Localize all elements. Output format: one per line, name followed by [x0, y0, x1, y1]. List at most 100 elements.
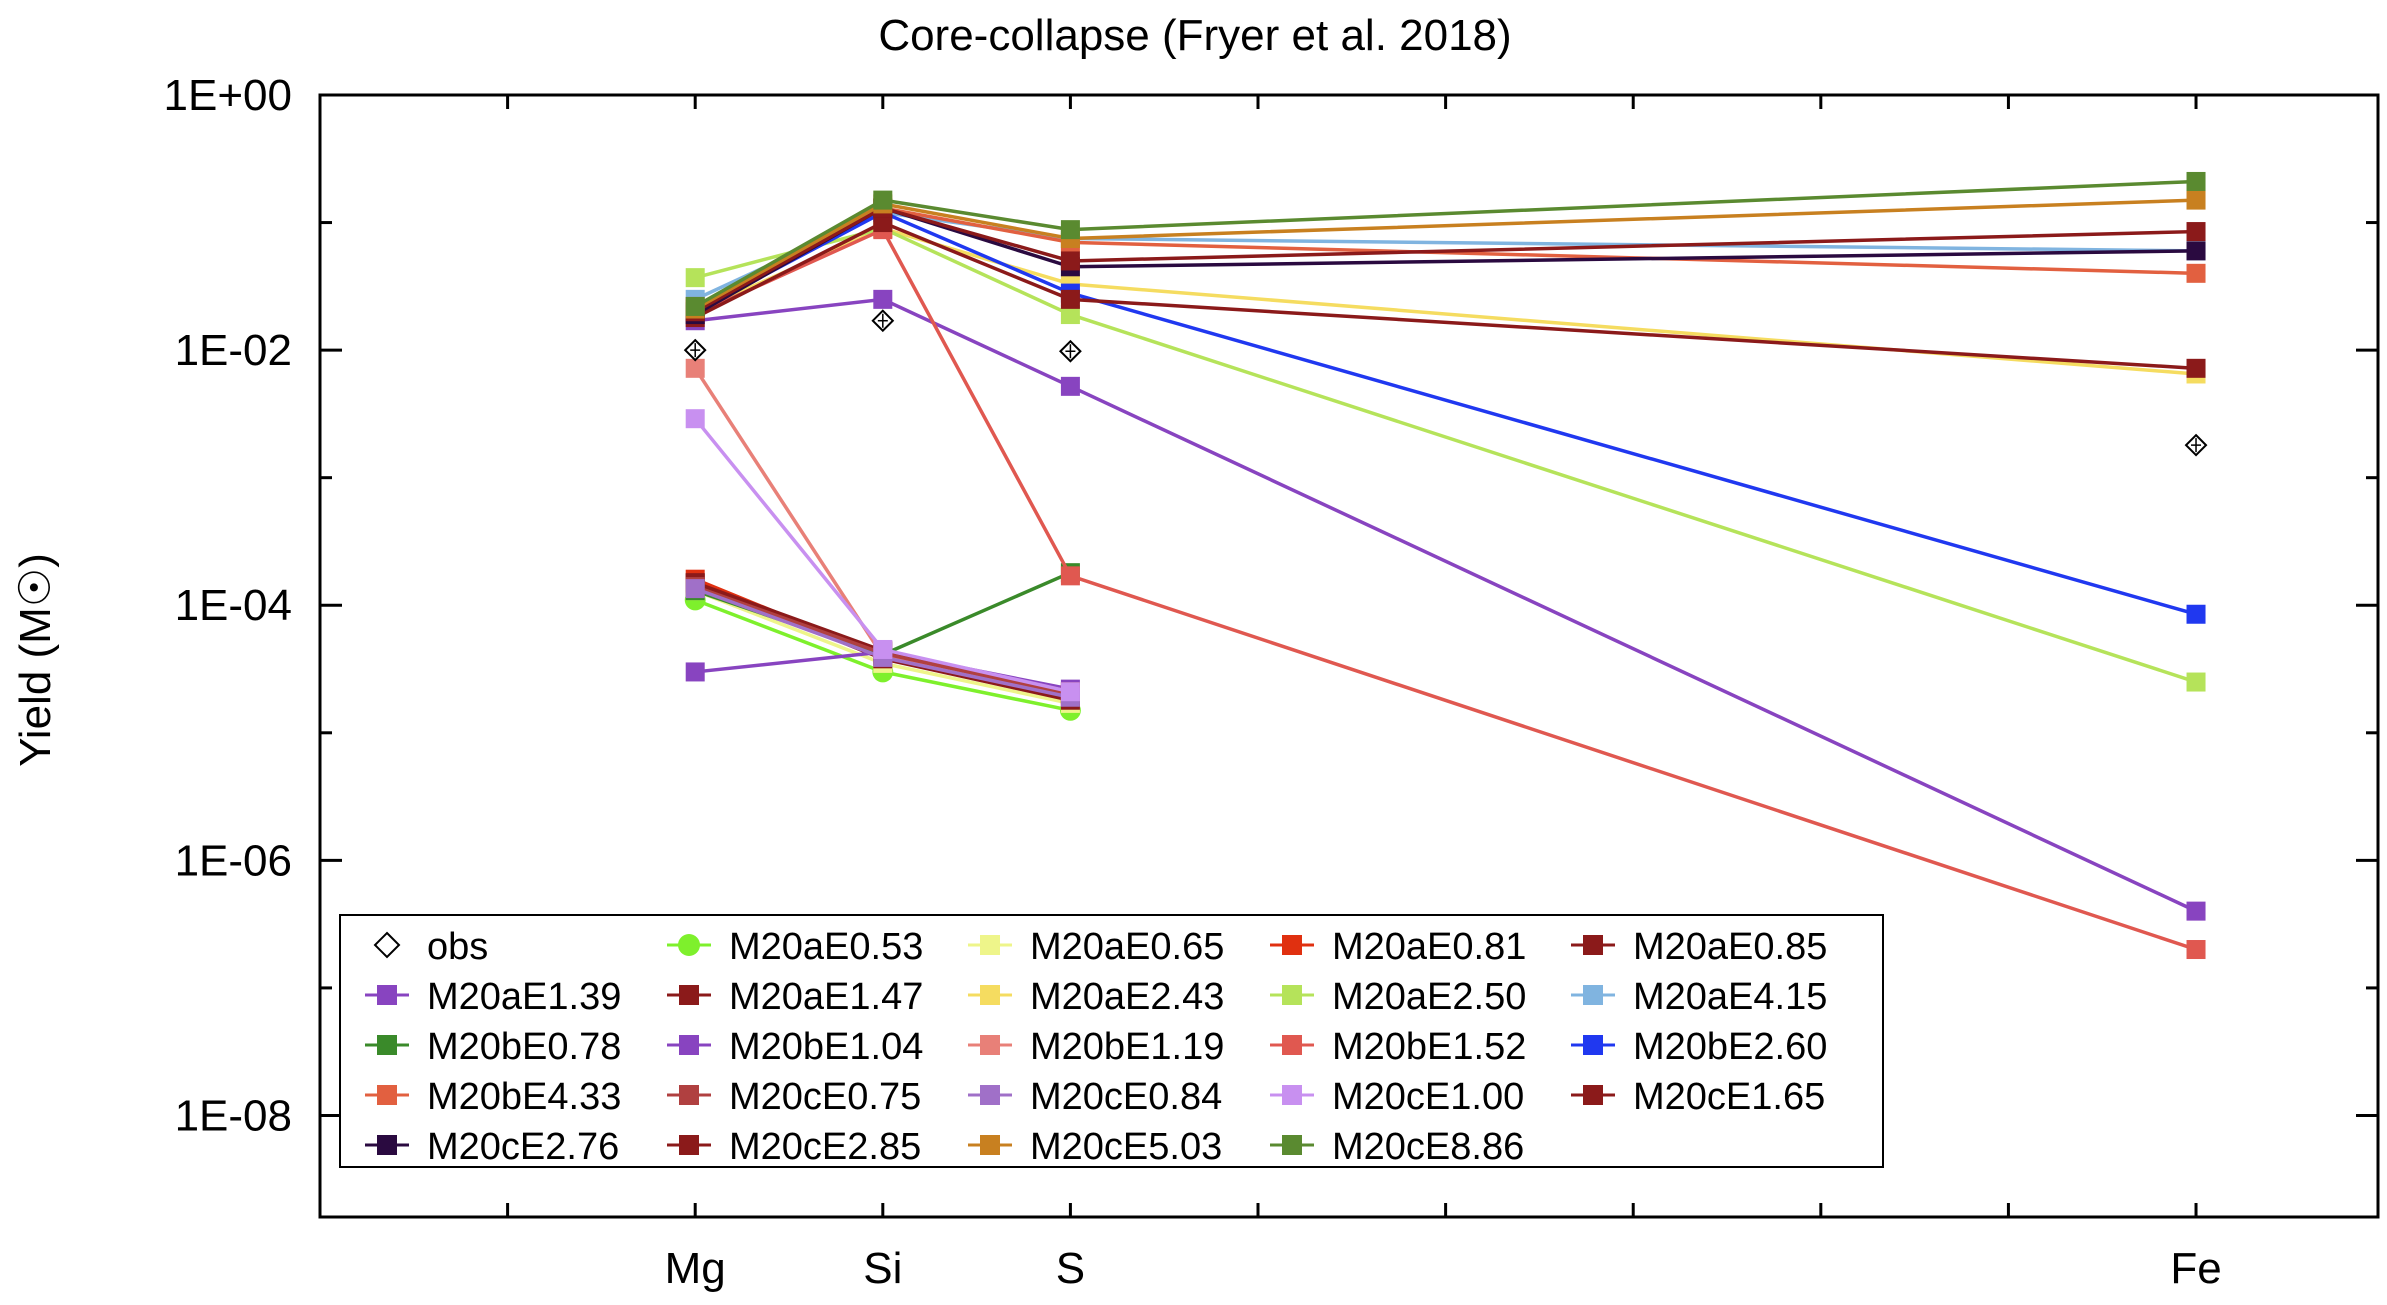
legend-marker [980, 1035, 1000, 1055]
legend-entry: M20cE2.85 [667, 1126, 921, 1168]
legend-marker [1282, 985, 1302, 1005]
plot-frame [318, 93, 2380, 1219]
y-axis-label: Yield (M☉) [11, 553, 60, 767]
legend-entry: M20aE4.15 [1571, 976, 1827, 1018]
data-point [2186, 222, 2206, 242]
legend-marker [1282, 1035, 1302, 1055]
legend-entry: M20bE0.78 [365, 1026, 621, 1068]
series-M20bE1.04 [685, 289, 2206, 921]
series-line [694, 198, 2197, 311]
legend-marker [1282, 1135, 1302, 1155]
legend-marker [1583, 1085, 1603, 1105]
legend-entry: M20cE0.84 [968, 1076, 1222, 1118]
x-tick-label: Fe [2170, 1244, 2221, 1293]
data-point [2186, 604, 2206, 624]
data-point [685, 358, 705, 378]
legend-entry: M20aE2.43 [968, 976, 1224, 1018]
legend-marker [1282, 1085, 1302, 1105]
data-point [2186, 241, 2206, 261]
data-point [2186, 171, 2206, 191]
legend-marker [377, 1035, 397, 1055]
legend-entry: M20cE0.75 [667, 1076, 921, 1118]
legend-marker [679, 1085, 699, 1105]
legend-label: M20bE2.60 [1633, 1026, 1827, 1068]
legend-label: M20bE0.78 [427, 1026, 621, 1068]
x-tick-label: S [1056, 1244, 1085, 1293]
legend-marker [1583, 935, 1603, 955]
legend-box [339, 914, 1884, 1168]
legend-marker [980, 985, 1000, 1005]
y-tick-label: 1E-02 [175, 326, 292, 375]
legend-label: M20aE0.53 [729, 926, 923, 968]
data-point [873, 213, 893, 233]
legend-entry: M20cE8.86 [1270, 1126, 1524, 1168]
axes-layer: 1E+00 1E-02 1E-04 1E-06 1E-08 Mg Si S Fe [164, 71, 2378, 1293]
y-tick-label: 1E-04 [175, 581, 292, 630]
legend-marker [678, 934, 700, 956]
legend-entry: M20aE1.47 [667, 976, 923, 1018]
data-point [2186, 901, 2206, 921]
legend-entry: M20cE2.76 [365, 1126, 619, 1168]
legend-entry: M20bE1.52 [1270, 1026, 1526, 1068]
legend-label: M20cE5.03 [1030, 1126, 1222, 1168]
legend-label: M20bE4.33 [427, 1076, 621, 1118]
data-point [1060, 289, 1080, 309]
legend-entry: M20bE1.04 [667, 1026, 923, 1068]
obs-point [871, 309, 895, 333]
data-point [2186, 940, 2206, 960]
y-tick-label: 1E-08 [175, 1091, 292, 1140]
data-point [685, 296, 705, 316]
legend-label: M20cE1.00 [1332, 1076, 1524, 1118]
legend-entry: M20bE1.19 [968, 1026, 1224, 1068]
data-point [2186, 190, 2206, 210]
legend-entry: M20aE0.65 [968, 926, 1224, 968]
legend-label: obs [427, 926, 488, 968]
data-point [1060, 682, 1080, 702]
legend-entry: M20cE1.65 [1571, 1076, 1825, 1118]
data-point [873, 639, 893, 659]
legend-marker [980, 1135, 1000, 1155]
data-point [1060, 566, 1080, 586]
legend-label: M20aE4.15 [1633, 976, 1827, 1018]
series-layer [684, 171, 2206, 960]
obs-point [683, 338, 707, 362]
data-point [873, 289, 893, 309]
chart-title: Core-collapse (Fryer et al. 2018) [878, 11, 1511, 60]
data-point [1060, 220, 1080, 240]
legend-marker [980, 1085, 1000, 1105]
data-point [685, 409, 705, 429]
legend-label: M20aE0.81 [1332, 926, 1526, 968]
data-point [873, 190, 893, 210]
legend-label: M20bE1.19 [1030, 1026, 1224, 1068]
data-point [1060, 376, 1080, 396]
legend-label: M20cE2.85 [729, 1126, 921, 1168]
legend-entry: M20aE1.39 [365, 976, 621, 1018]
legend-label: M20aE0.85 [1633, 926, 1827, 968]
legend-marker [1583, 985, 1603, 1005]
obs-point [1058, 339, 1082, 363]
legend-marker [1583, 1035, 1603, 1055]
legend-marker [980, 935, 1000, 955]
series-line [695, 297, 2197, 913]
legend-entry: M20aE0.81 [1270, 926, 1526, 968]
legend-label: M20bE1.52 [1332, 1026, 1526, 1068]
data-point [2186, 358, 2206, 378]
legend-entry: M20bE2.60 [1571, 1026, 1827, 1068]
legend-label: M20aE2.50 [1332, 976, 1526, 1018]
legend-obs-icon [373, 931, 401, 959]
legend-label: M20cE0.75 [729, 1076, 921, 1118]
legend-marker [377, 1085, 397, 1105]
series-line [694, 210, 2197, 616]
series-line [694, 179, 2197, 308]
legend-label: M20cE2.76 [427, 1126, 619, 1168]
legend-entry: obs [373, 926, 488, 968]
series-M20cE8.86 [685, 171, 2206, 316]
y-tick-label: 1E-06 [175, 836, 292, 885]
legend-entry: M20aE2.50 [1270, 976, 1526, 1018]
legend-entry: M20cE5.03 [968, 1126, 1222, 1168]
legend-entry: M20bE4.33 [365, 1076, 621, 1118]
obs-layer [683, 309, 2208, 457]
legend-marker [679, 1035, 699, 1055]
